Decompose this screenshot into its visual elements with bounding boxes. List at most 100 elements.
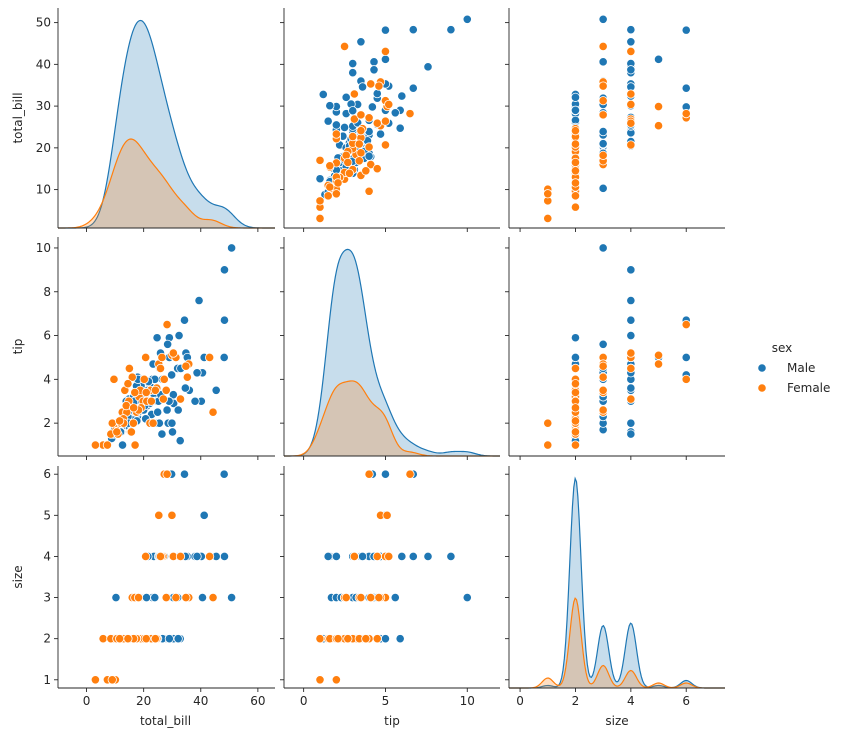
scatter-point-female <box>162 319 172 330</box>
kde-line-male <box>284 248 500 457</box>
scatter-point-female <box>109 374 119 384</box>
scatter-point-female <box>626 394 636 404</box>
scatter-point-male <box>380 25 391 35</box>
scatter-point-male <box>626 418 636 428</box>
scatter-point-male <box>598 183 608 193</box>
scatter-point-male <box>141 592 152 603</box>
scatter-point-female <box>598 110 608 120</box>
scatter-point-female <box>102 440 113 450</box>
panel-size-vs-size: 0 2 4 6 <box>505 466 725 708</box>
scatter-point-male <box>390 592 400 603</box>
scatter-point-male <box>152 333 162 343</box>
x-tick-label: 40 <box>193 694 208 708</box>
scatter-point-female <box>543 440 553 450</box>
x-tick-label: 0 <box>83 694 91 708</box>
scatter-point-male <box>323 551 333 562</box>
scatter-point-female <box>598 385 608 395</box>
scatter-point-male <box>162 405 172 415</box>
scatter-point-female <box>372 634 382 644</box>
scatter-point-male <box>163 339 173 349</box>
scatter-point-male <box>194 295 204 306</box>
scatter-point-male <box>364 151 374 161</box>
scatter-point-male <box>598 243 608 253</box>
x-tick-label: 20 <box>136 694 151 708</box>
scatter-point-female <box>372 118 382 128</box>
scatter-point-male <box>397 91 407 101</box>
scatter-point-female <box>343 634 353 644</box>
scatter-point-male <box>598 339 608 349</box>
scatter-point-female <box>570 379 581 389</box>
scatter-point-female <box>181 592 191 603</box>
scatter-point-female <box>366 159 376 170</box>
scatter-point-female <box>570 440 581 450</box>
scatter-point-male <box>375 129 386 139</box>
scatter-point-male <box>219 469 229 479</box>
y-axis-label-size: size <box>11 565 25 588</box>
scatter-point-male <box>390 108 400 118</box>
scatter-point-male <box>626 65 636 75</box>
y-tick-label: 5 <box>43 508 51 522</box>
scatter-point-male <box>598 57 608 67</box>
scatter-point-female <box>382 510 392 520</box>
kde-line-male <box>509 476 725 689</box>
panel-tip-vs-size <box>505 237 725 460</box>
scatter-point-female <box>208 407 218 417</box>
scatter-point-female <box>543 189 553 199</box>
scatter-point-female <box>141 551 151 562</box>
scatter-point-female <box>112 427 122 437</box>
scatter-point-female <box>98 634 108 644</box>
x-tick-label: 5 <box>382 694 390 708</box>
scatter-point-female <box>331 189 341 199</box>
panel-tip-vs-tip <box>280 237 500 460</box>
scatter-point-female <box>90 675 101 685</box>
scatter-point-female <box>681 319 691 330</box>
scatter-point-female <box>159 374 169 384</box>
scatter-point-female <box>598 150 608 160</box>
scatter-point-female <box>127 372 137 382</box>
scatter-point-female <box>405 109 415 119</box>
scatter-point-male <box>199 510 209 520</box>
x-tick-label: 4 <box>627 694 635 708</box>
scatter-point-male <box>179 469 190 479</box>
legend-label-male: Male <box>787 361 815 375</box>
scatter-point-male <box>190 396 200 406</box>
y-axis-label-tip: tip <box>11 339 25 355</box>
scatter-point-male <box>626 37 636 47</box>
scatter-point-female <box>315 196 325 206</box>
scatter-point-male <box>367 102 377 112</box>
scatter-point-female <box>570 166 581 176</box>
scatter-point-female <box>141 634 151 644</box>
scatter-point-male <box>173 634 183 644</box>
scatter-point-female <box>171 592 181 603</box>
scatter-point-female <box>161 385 171 395</box>
scatter-point-female <box>405 469 415 479</box>
panel-tip-vs-total_bill: 2 4 6 8 10 <box>36 237 275 460</box>
kde-fill-female <box>284 380 500 456</box>
legend-marker-male <box>757 363 767 373</box>
scatter-point-male <box>570 352 581 363</box>
panel-total_bill-vs-size <box>505 8 725 232</box>
scatter-point-male <box>446 551 456 562</box>
scatter-point-male <box>180 383 190 393</box>
scatter-point-female <box>141 387 151 398</box>
y-tick-label: 8 <box>43 285 51 299</box>
scatter-point-female <box>380 140 391 150</box>
panel-total_bill-vs-tip <box>280 8 500 232</box>
scatter-point-female <box>155 551 166 562</box>
scatter-point-female <box>130 440 140 450</box>
scatter-point-female <box>380 116 391 126</box>
scatter-point-female <box>90 440 101 450</box>
scatter-point-male <box>175 436 185 446</box>
scatter-point-female <box>626 118 636 128</box>
scatter-point-male <box>153 407 163 417</box>
y-tick-label: 4 <box>43 549 51 563</box>
scatter-point-female <box>323 191 333 201</box>
scatter-point-female <box>543 213 553 223</box>
scatter-point-female <box>372 551 382 562</box>
scatter-point-female <box>598 41 608 52</box>
scatter-point-female <box>123 379 133 389</box>
y-tick-label: 50 <box>36 16 51 30</box>
scatter-point-male <box>211 385 221 395</box>
scatter-point-male <box>192 368 202 378</box>
